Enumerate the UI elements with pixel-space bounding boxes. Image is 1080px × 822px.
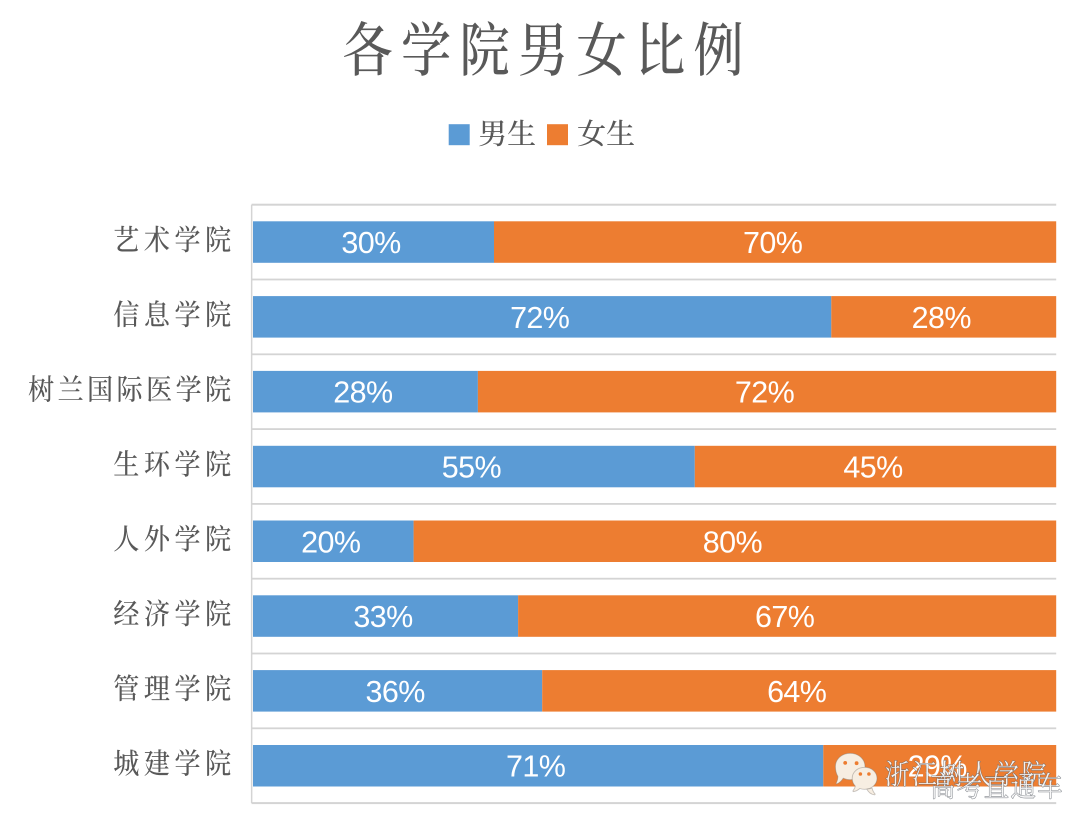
- svg-text:72%: 72%: [735, 376, 795, 410]
- svg-text:36%: 36%: [365, 675, 425, 709]
- svg-text:28%: 28%: [912, 301, 972, 335]
- svg-text:64%: 64%: [767, 675, 827, 709]
- svg-text:71%: 71%: [506, 750, 566, 784]
- svg-text:67%: 67%: [755, 600, 815, 634]
- svg-text:33%: 33%: [353, 600, 413, 634]
- svg-text:72%: 72%: [510, 301, 570, 335]
- svg-text:45%: 45%: [843, 451, 903, 485]
- svg-text:28%: 28%: [333, 376, 393, 410]
- svg-text:20%: 20%: [301, 525, 361, 559]
- svg-text:70%: 70%: [743, 226, 803, 260]
- svg-text:30%: 30%: [341, 226, 401, 260]
- svg-text:80%: 80%: [703, 525, 763, 559]
- svg-text:55%: 55%: [442, 451, 502, 485]
